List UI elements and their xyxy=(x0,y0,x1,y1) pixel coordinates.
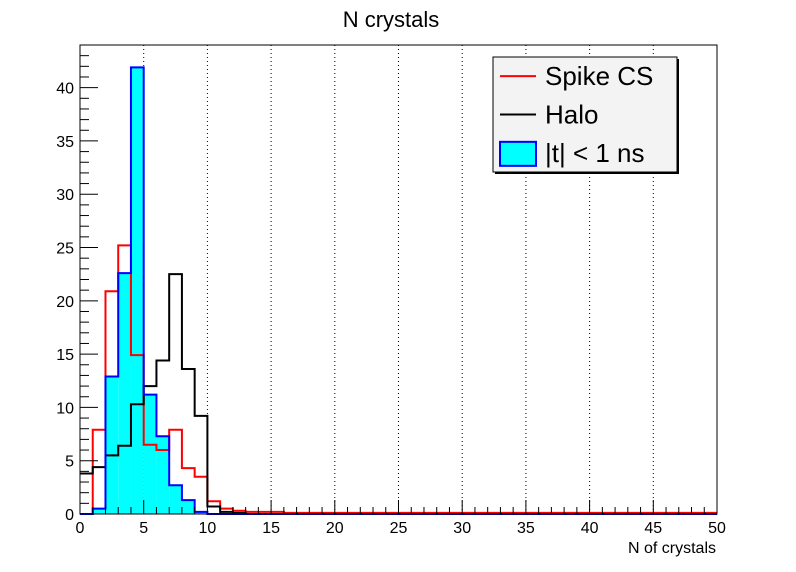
x-tick-label: 50 xyxy=(708,520,726,537)
y-tick-label: 35 xyxy=(56,134,74,151)
legend-label-halo: Halo xyxy=(545,100,598,130)
y-tick-label: 15 xyxy=(56,347,74,364)
y-tick-label: 40 xyxy=(56,81,74,98)
bar-in_time xyxy=(181,500,195,514)
x-tick-label: 5 xyxy=(139,520,148,537)
bar-in_time xyxy=(143,394,157,514)
axis-layer: 0 5 10 15 20 25 30 35 40 45 50 0 5 10 15 20 25 30 35 40 xyxy=(56,44,726,537)
x-tick-label: 0 xyxy=(76,520,85,537)
x-tick-label: 15 xyxy=(262,520,280,537)
x-tick-label: 20 xyxy=(326,520,344,537)
x-axis-label: N of crystals xyxy=(628,540,716,557)
y-tick-label: 10 xyxy=(56,400,74,417)
bar-in_time xyxy=(194,511,208,514)
y-tick-label: 5 xyxy=(65,454,74,471)
legend-swatch-in_time xyxy=(499,140,537,167)
bar-in_time xyxy=(118,273,131,514)
bar-in_time xyxy=(169,485,182,514)
y-tick-label: 0 xyxy=(65,507,74,524)
legend-label-spike_cs: Spike CS xyxy=(545,61,653,91)
x-tick-label: 35 xyxy=(517,520,535,537)
bar-in_time xyxy=(130,67,144,514)
bar-in_time xyxy=(105,376,119,514)
y-tick-label: 30 xyxy=(56,187,74,204)
x-tick-label: 25 xyxy=(390,520,408,537)
x-tick-label: 40 xyxy=(581,520,599,537)
chart-title: N crystals xyxy=(343,7,440,32)
legend-label-in_time: |t| < 1 ns xyxy=(545,138,645,168)
x-tick-label: 10 xyxy=(199,520,217,537)
filled-series-layer xyxy=(92,67,208,514)
legend: Spike CS Halo |t| < 1 ns xyxy=(492,56,679,174)
y-tick-label: 25 xyxy=(56,241,74,258)
y-tick-label: 20 xyxy=(56,294,74,311)
bar-in_time xyxy=(92,508,106,514)
bar-in_time xyxy=(156,436,170,514)
x-tick-label: 45 xyxy=(644,520,662,537)
x-tick-label: 30 xyxy=(453,520,471,537)
